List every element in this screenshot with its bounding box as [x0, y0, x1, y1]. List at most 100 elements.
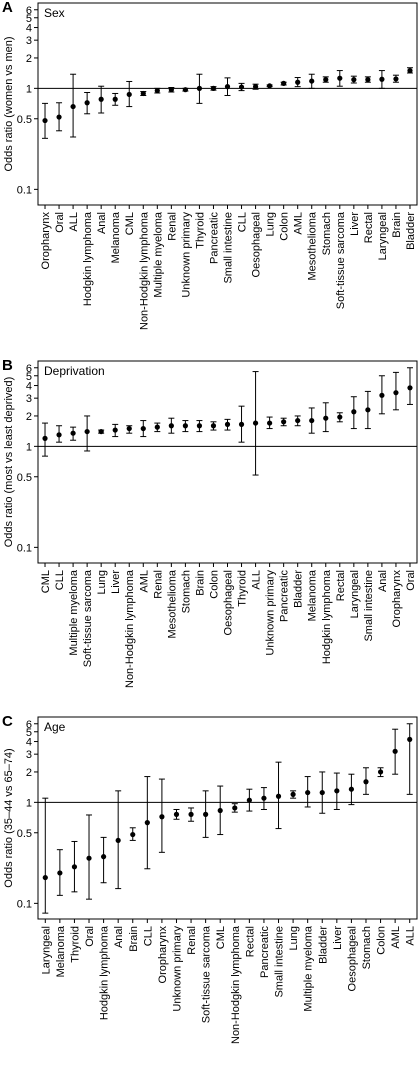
panel-title: Deprivation — [44, 364, 105, 378]
x-tick-label: Hodgkin lymphoma — [99, 925, 111, 1020]
x-tick-label: Mesothelioma — [166, 569, 178, 638]
x-tick-label: Renal — [166, 212, 178, 241]
x-tick-label: Liver — [349, 212, 361, 236]
y-axis-label: Odds ratio (women vs men) — [3, 36, 15, 171]
point — [407, 67, 413, 74]
point — [100, 854, 107, 860]
x-tick-label: Pancreatic — [208, 212, 220, 264]
x-tick-label: Renal — [152, 570, 164, 599]
x-tick-label: ALL — [251, 570, 263, 590]
point — [196, 423, 203, 429]
point — [337, 414, 343, 420]
x-tick-label: ALL — [68, 212, 80, 232]
x-tick-label: Pancreatic — [279, 570, 291, 622]
point — [154, 88, 160, 94]
y-tick-label: 1 — [26, 83, 32, 95]
x-tick-label: Lung — [96, 570, 108, 594]
x-tick-label: Non-Hodgkin lymphoma — [124, 569, 136, 688]
x-tick-label: Hodgkin lymphoma — [321, 569, 333, 664]
y-tick-label: 0.1 — [17, 184, 32, 196]
point — [309, 417, 315, 424]
y-tick-label: 3 — [26, 749, 32, 761]
point — [112, 96, 118, 102]
x-tick-label: Oesophageal — [346, 926, 358, 991]
x-tick-label: Unknown primary — [171, 926, 183, 1012]
point — [154, 424, 160, 430]
y-tick-label: 1 — [26, 441, 32, 453]
point — [42, 117, 48, 124]
x-tick-label: ALL — [405, 926, 417, 946]
point — [275, 793, 282, 799]
x-tick-label: Stomach — [180, 570, 192, 613]
y-axis-label: Odds ratio (35–44 vs 65–74) — [3, 748, 15, 887]
y-tick-label: 1 — [26, 797, 32, 809]
point — [188, 811, 194, 817]
x-tick-label: Anal — [96, 212, 108, 234]
point — [224, 84, 231, 90]
y-tick-label: 6 — [26, 719, 32, 731]
y-tick-label: 0.5 — [17, 114, 32, 126]
y-tick-label: 5 — [26, 371, 32, 383]
point — [290, 791, 296, 797]
point — [168, 87, 174, 93]
point — [334, 788, 340, 794]
x-tick-label: Soft-tissue sarcoma — [82, 569, 94, 667]
x-tick-label: Bladder — [405, 212, 417, 250]
y-tick-label: 0.5 — [17, 828, 32, 840]
x-tick-label: Lung — [265, 212, 277, 236]
point — [232, 805, 238, 811]
x-tick-label: Thyroid — [69, 926, 81, 963]
x-tick-label: Oropharynx — [40, 212, 52, 270]
point — [379, 76, 385, 82]
x-tick-label: Oesophageal — [251, 212, 263, 277]
x-tick-label: Colon — [279, 212, 291, 241]
x-tick-label: AML — [293, 212, 305, 235]
x-tick-label: Stomach — [321, 212, 333, 255]
x-tick-label: Oral — [84, 926, 96, 947]
point — [252, 420, 259, 426]
point — [351, 77, 357, 83]
x-tick-label: Liver — [332, 926, 344, 950]
panel-label: A — [2, 0, 13, 16]
point — [393, 390, 399, 396]
point — [84, 100, 90, 106]
point — [224, 421, 231, 427]
x-tick-label: Multiple myeloma — [152, 211, 164, 297]
x-tick-label: Brain — [391, 212, 403, 238]
x-tick-label: Liver — [110, 570, 122, 594]
point — [159, 814, 165, 820]
point — [295, 417, 301, 424]
x-tick-label: Hodgkin lymphoma — [82, 211, 94, 306]
y-tick-label: 3 — [26, 393, 32, 405]
x-tick-label: Laryngeal — [377, 212, 389, 260]
point — [305, 789, 311, 796]
point — [112, 427, 118, 433]
panel-label: C — [2, 713, 13, 730]
point — [252, 84, 259, 90]
point — [295, 79, 301, 85]
x-tick-label: Brain — [194, 570, 206, 596]
plot-frame — [37, 360, 418, 564]
x-tick-label: Oropharynx — [391, 570, 403, 628]
y-tick-label: 6 — [26, 5, 32, 17]
point — [238, 421, 245, 427]
x-tick-label: Small intestine — [363, 570, 375, 642]
x-tick-label: Oral — [54, 212, 66, 233]
point — [84, 428, 90, 435]
point — [267, 420, 273, 426]
point — [407, 736, 413, 743]
point — [393, 76, 399, 82]
point — [281, 419, 287, 425]
point — [407, 385, 413, 391]
x-tick-label: Anal — [113, 926, 125, 948]
x-tick-label: Multiple myeloma — [303, 925, 315, 1011]
x-tick-label: Thyroid — [237, 570, 249, 607]
point — [98, 96, 104, 102]
y-tick-label: 5 — [26, 13, 32, 25]
point — [42, 874, 48, 881]
x-tick-label: Unknown primary — [265, 570, 277, 656]
y-tick-label: 4 — [26, 737, 32, 749]
panel-label: B — [2, 357, 13, 374]
point — [173, 811, 180, 817]
